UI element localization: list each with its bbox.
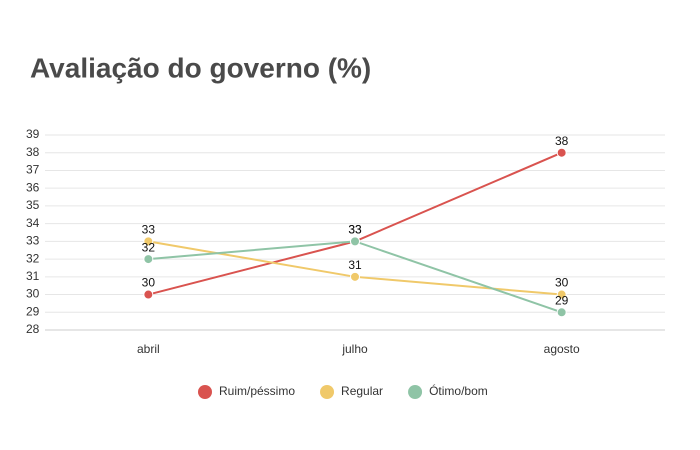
data-point <box>143 236 154 247</box>
x-tick-label: julho <box>341 342 368 356</box>
y-tick-label: 32 <box>26 251 40 265</box>
x-tick-label: abril <box>137 342 160 356</box>
data-point <box>350 236 360 247</box>
data-point <box>556 307 567 318</box>
legend-marker <box>408 385 423 399</box>
legend-label: Regular <box>341 384 383 398</box>
legend-marker <box>198 385 212 399</box>
y-tick-label: 28 <box>26 322 40 336</box>
x-tick-label: agosto <box>544 342 580 356</box>
data-point <box>556 289 567 300</box>
y-tick-label: 29 <box>26 304 40 318</box>
data-point <box>143 254 154 265</box>
legend-marker <box>320 385 335 399</box>
y-tick-label: 37 <box>26 163 40 177</box>
y-tick-label: 34 <box>26 216 40 230</box>
data-label: 30 <box>142 276 156 290</box>
data-label: 30 <box>555 276 569 290</box>
data-label: 31 <box>348 258 362 272</box>
data-point <box>143 289 154 300</box>
y-tick-label: 36 <box>26 180 40 194</box>
legend-label: Ótimo/bom <box>429 383 488 398</box>
data-point <box>556 147 567 158</box>
y-tick-label: 38 <box>26 145 40 159</box>
chart-title: Avaliação do governo (%) <box>30 52 371 83</box>
data-label: 33 <box>142 223 156 237</box>
y-tick-label: 31 <box>26 269 40 283</box>
y-tick-label: 39 <box>26 127 40 141</box>
data-label: 33 <box>348 223 362 237</box>
data-label: 38 <box>555 134 569 148</box>
legend-label: Ruim/péssimo <box>219 384 295 398</box>
data-label: 29 <box>555 293 569 307</box>
y-tick-label: 30 <box>26 287 40 301</box>
data-label: 32 <box>142 240 156 254</box>
y-tick-label: 33 <box>26 234 40 248</box>
data-point <box>350 271 360 282</box>
data-label: 33 <box>348 223 362 237</box>
y-tick-label: 35 <box>26 198 40 212</box>
